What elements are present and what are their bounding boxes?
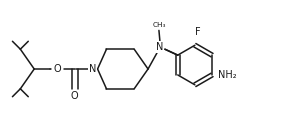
Text: CH₃: CH₃ (152, 22, 166, 28)
Text: NH₂: NH₂ (218, 70, 237, 80)
Text: N: N (156, 42, 163, 52)
Text: N: N (89, 64, 96, 74)
Text: O: O (53, 64, 61, 74)
Text: F: F (195, 27, 201, 37)
Text: O: O (71, 91, 79, 101)
